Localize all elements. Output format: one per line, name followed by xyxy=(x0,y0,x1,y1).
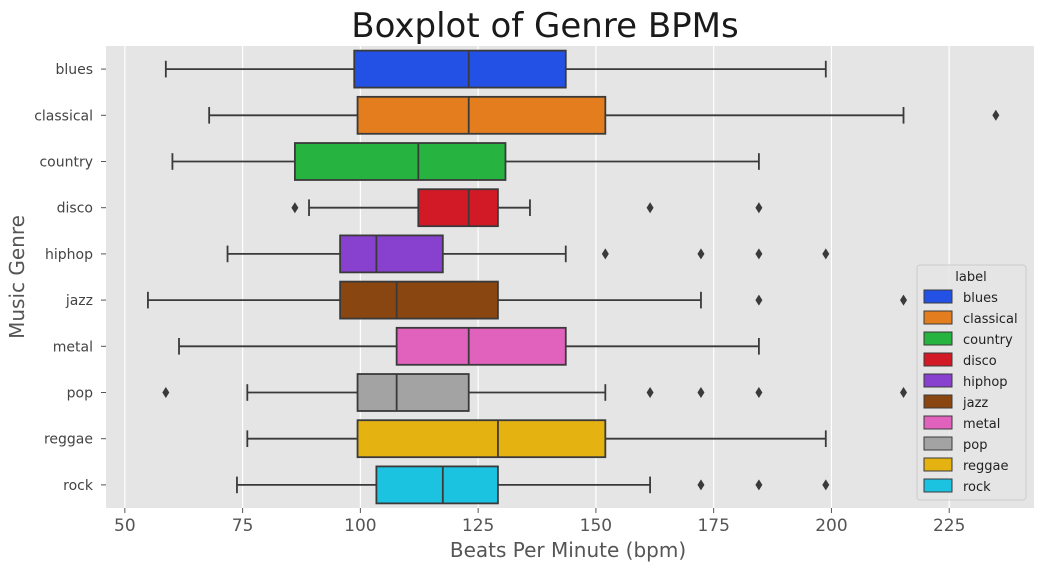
legend-swatch-reggae xyxy=(923,457,953,472)
chart-title: Boxplot of Genre BPMs xyxy=(351,6,738,46)
legend-swatch-hiphop xyxy=(923,373,953,388)
box-rock xyxy=(236,465,830,505)
x-tick-label: 225 xyxy=(933,516,965,536)
legend-label-reggae: reggae xyxy=(963,459,1009,474)
legend-label-jazz: jazz xyxy=(962,396,988,411)
legend-label-rock: rock xyxy=(963,480,991,495)
outlier-point xyxy=(646,387,654,398)
y-tick-label: rock xyxy=(63,478,94,494)
y-tick-label: pop xyxy=(67,386,93,402)
legend-label-pop: pop xyxy=(963,438,987,453)
legend-swatch-pop xyxy=(923,436,953,451)
x-tick-label: 175 xyxy=(697,516,729,536)
legend-swatch-blues xyxy=(923,289,953,304)
legend-swatch-rock xyxy=(923,478,953,493)
legend-label-classical: classical xyxy=(963,312,1018,327)
iqr-box xyxy=(356,373,470,412)
legend-swatch-jazz xyxy=(923,394,953,409)
box-country xyxy=(171,142,760,181)
y-tick-label: hiphop xyxy=(45,247,93,263)
outlier-point xyxy=(697,248,705,260)
iqr-box xyxy=(353,49,567,89)
legend-swatch-country xyxy=(923,331,953,346)
legend-label-metal: metal xyxy=(963,417,1000,432)
y-tick-labels: blues classical country disco hiphop jazz meta… xyxy=(34,62,106,494)
box-metal xyxy=(178,326,760,366)
outlier-point xyxy=(291,202,299,214)
x-tick-labels: 50 75 100 125 150 175 200 225 xyxy=(114,508,965,536)
outlier-point xyxy=(697,479,705,491)
y-tick-label: disco xyxy=(57,201,93,217)
x-tick-label: 125 xyxy=(462,516,494,536)
outlier-point xyxy=(900,387,908,398)
x-tick-label: 100 xyxy=(344,516,376,536)
box-pop xyxy=(162,373,908,412)
x-tick-label: 50 xyxy=(114,516,136,536)
outlier-point xyxy=(162,387,170,398)
legend-swatch-disco xyxy=(923,352,953,367)
x-tick-label: 150 xyxy=(580,516,612,536)
legend-swatch-classical xyxy=(923,310,953,325)
y-tick-label: reggae xyxy=(44,432,93,448)
y-tick-label: jazz xyxy=(65,293,93,309)
outlier-point xyxy=(601,248,609,260)
iqr-box xyxy=(375,465,499,505)
outlier-point xyxy=(822,248,830,260)
outlier-point xyxy=(755,294,763,306)
iqr-box xyxy=(339,280,499,320)
outlier-point xyxy=(900,294,908,306)
outlier-point xyxy=(646,202,654,214)
box-jazz xyxy=(147,280,908,320)
iqr-box xyxy=(339,234,444,274)
iqr-box xyxy=(293,142,507,181)
legend-label-blues: blues xyxy=(963,291,998,306)
x-axis-label: Beats Per Minute (bpm) xyxy=(450,538,686,562)
y-axis-label: Music Genre xyxy=(5,215,29,339)
legend-label-hiphop: hiphop xyxy=(963,375,1008,390)
outlier-point xyxy=(755,202,763,214)
outlier-point xyxy=(822,479,830,491)
box-hiphop xyxy=(226,234,830,274)
box-disco xyxy=(291,188,763,228)
y-tick-label: blues xyxy=(55,62,93,78)
box-series xyxy=(147,49,1000,505)
outlier-point xyxy=(755,479,763,491)
y-tick-label: metal xyxy=(53,339,93,355)
legend-items: blues classical country disco hiphop jazz meta… xyxy=(923,289,1018,495)
x-tick-label: 75 xyxy=(232,516,254,536)
y-tick-label: classical xyxy=(34,108,93,124)
x-tick-label: 200 xyxy=(815,516,847,536)
legend-label-disco: disco xyxy=(963,354,997,369)
iqr-box xyxy=(417,188,499,228)
outlier-point xyxy=(992,109,1000,121)
legend-swatch-metal xyxy=(923,415,953,430)
box-classical xyxy=(208,95,1000,135)
outlier-point xyxy=(697,387,705,398)
legend-label-country: country xyxy=(963,333,1013,348)
legend: label blues classical country disco hiphop ja… xyxy=(916,264,1027,501)
y-tick-label: country xyxy=(39,155,93,171)
iqr-box xyxy=(395,326,567,366)
outlier-point xyxy=(755,387,763,398)
box-reggae xyxy=(246,419,827,459)
outlier-point xyxy=(755,248,763,260)
iqr-box xyxy=(356,419,607,459)
box-blues xyxy=(164,49,827,89)
legend-title: label xyxy=(955,270,986,285)
iqr-box xyxy=(356,95,607,135)
